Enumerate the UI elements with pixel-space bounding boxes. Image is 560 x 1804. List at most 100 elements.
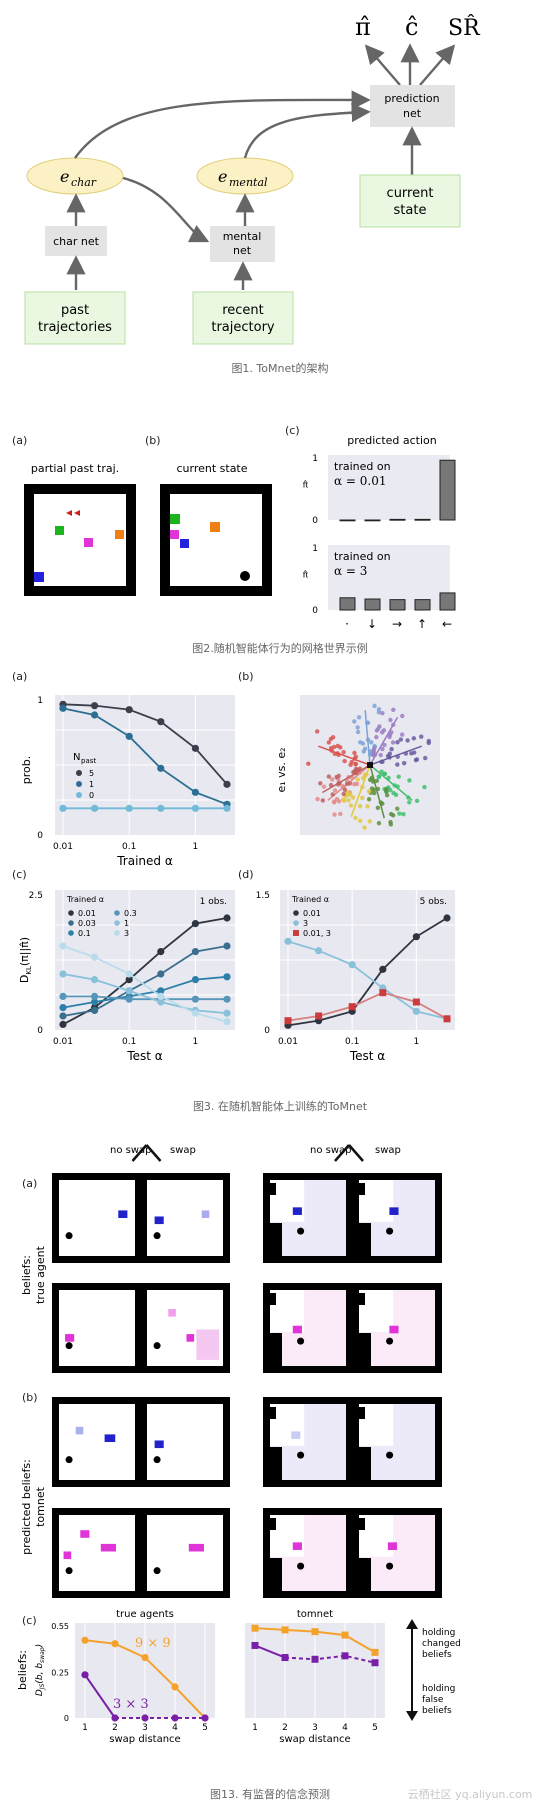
prediction-net-label-1: prediction [384,92,439,105]
embedding-ray [369,764,385,819]
swap-point-9 × 9-1 [281,1626,289,1634]
swap-line-dashed-3 × 3 [284,1654,376,1664]
embedding-point [328,736,334,742]
point-1-1 [90,976,99,984]
belief-object-1 [186,1334,195,1342]
point-5-3 [157,718,165,726]
embedding-ray [369,716,399,766]
bar-1-1 [364,519,381,522]
a-ylabel: prob. [20,756,33,784]
embedding-point [374,728,380,733]
a-legend-dot-2 [76,792,82,798]
embedding-point [391,707,396,713]
embedding-point [414,798,420,804]
bar-1-4 [439,459,456,521]
embedding-point [357,803,363,809]
d-legend-mark-0 [293,910,299,916]
embedding-point [384,786,389,792]
swap-point-9 × 9-0 [251,1624,259,1632]
point-0.01, 3-1 [315,1012,323,1020]
point-0.01, 3-4 [412,998,420,1006]
swap-xtick-0: 1 [252,1723,258,1733]
figure1-caption: 图1. ToMnet的架构 [231,361,328,375]
c-ytick-top: 2.5 [29,891,43,901]
swap-point-9 × 9-3 [341,1631,349,1639]
a-legend-dot-0 [76,770,82,776]
belief-grid-wall [270,1333,282,1366]
bar-1-3 [414,518,431,521]
c-note: 1 obs. [200,897,227,907]
past-traj-label-1: past [61,303,89,318]
point-0.3-5 [223,995,231,1003]
embedding-ray [369,764,413,801]
a-legend-label-2: 0 [89,791,94,800]
embedding-point [355,777,360,782]
a-legend-label-0: 5 [89,769,94,778]
belief-object-0 [75,1426,84,1435]
embedding-point [422,784,427,790]
embedding-point [374,734,379,740]
embedding-point [380,746,385,752]
embedding-ray [321,764,371,794]
point-0.1-5 [223,973,231,981]
no-swap-label-1: no swap [310,1145,352,1156]
point-0-0 [59,804,67,812]
belief-grid-wall [359,1223,371,1256]
swap-point-3 × 3-3 [171,1714,179,1722]
e-char-base: e [60,167,69,186]
series-line-0.3 [63,995,227,1001]
output-pi: π̂ [355,13,371,41]
embedding-point [342,758,347,764]
embedding-point [329,777,335,782]
swap-point-9 × 9-2 [141,1653,149,1662]
embedding-point [371,790,377,796]
point-0.01-0 [59,1020,67,1028]
bar-xtick-4: ← [442,617,452,631]
point-5-2 [125,706,133,714]
bar-ytick-bottom: 0 [312,606,318,616]
swap-point-3 × 3-1 [281,1654,289,1662]
d-xtick-0: 0.01 [278,1037,298,1047]
swap-plot-title-0: true agents [116,1609,174,1620]
embedding-point [341,797,346,802]
embedding-point [332,799,337,804]
belief-object-0 [188,1543,204,1552]
embedding-point [330,792,335,797]
series-line-0.01 [62,917,228,1026]
holding-false-1: false [422,1695,444,1705]
point-1-2 [125,987,133,995]
embedding-point [376,774,382,779]
belief-object-0 [389,1207,399,1215]
e-char-sub: char [71,176,97,189]
belief-grid-wall [359,1518,365,1530]
embedding-point [387,734,392,740]
embedding-point [362,746,368,752]
c-legend-dot-0 [68,910,74,916]
agent-dot [297,1562,305,1570]
series-line-0.1 [62,975,228,1009]
embedding-point [336,773,341,778]
embedding-origin [367,762,373,768]
embedding-point [320,798,326,803]
holding-arrow-down [406,1711,418,1721]
current-state-box [359,174,461,228]
point-0.3-1 [90,992,99,1000]
swap-xlabel-0: swap distance [109,1734,180,1745]
swap-ytick-top: 0.55 [51,1622,69,1631]
embedding-point [376,820,382,826]
swap-plot-title-1: tomnet [297,1609,333,1620]
swap-xtick-1: 2 [282,1723,288,1733]
point-3-4 [412,1007,420,1015]
output-sr: SR̂ [448,15,481,41]
point-1-5 [223,1009,231,1017]
embedding-point [356,715,362,720]
fig2-a-title: partial past traj. [31,462,119,475]
mental-net-label-2: net [233,244,252,257]
point-3-0 [284,937,292,945]
embedding-point [346,798,351,803]
c-ylabel: DKL(π||π̂) [18,937,33,983]
swap-xtick-3: 4 [172,1723,178,1733]
point-0.01-5 [223,914,231,922]
embedding-point [336,799,342,804]
d-xlabel: Test α [349,1049,385,1063]
